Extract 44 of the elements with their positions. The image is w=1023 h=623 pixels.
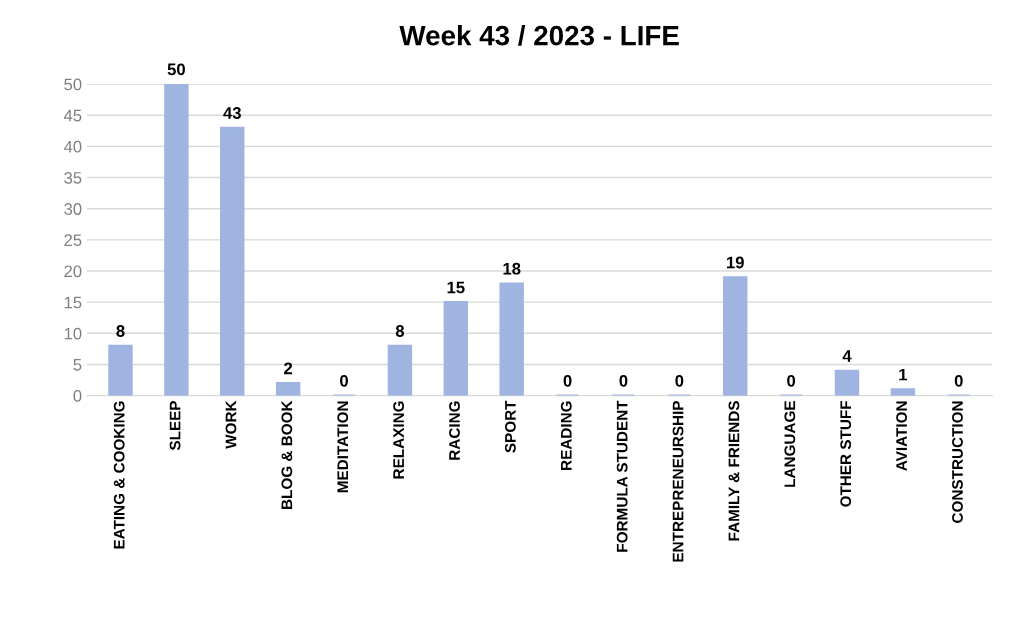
x-tick-label: READING [560, 401, 572, 470]
y-tick-label: 5 [73, 359, 82, 371]
y-tick-label: 15 [64, 296, 82, 309]
y-tick-label: 45 [63, 109, 82, 122]
data-label: 0 [340, 374, 348, 387]
x-tick-label: ENTREPRENEURSHIP [672, 400, 684, 562]
data-label: 4 [842, 350, 852, 362]
y-tick-label: 0 [73, 390, 82, 402]
x-tick-label: WORK [225, 400, 237, 449]
data-label: 2 [284, 362, 293, 375]
y-tick-label: 40 [63, 140, 82, 153]
x-tick-label: AVIATION [896, 401, 907, 471]
y-tick-label: 30 [64, 203, 82, 215]
x-tick-label: LANGUAGE [784, 401, 796, 487]
y-tick-label: 35 [64, 171, 82, 184]
y-tick-label: 20 [64, 265, 82, 278]
y-tick-label: 10 [64, 327, 82, 340]
x-tick-label: CONSTRUCTION [952, 401, 963, 523]
x-tick-label: RELAXING [393, 401, 405, 479]
x-tick-label: OTHER STUFF [840, 401, 852, 507]
y-tick-label: 25 [64, 234, 82, 247]
x-tick-label: FAMILY & FRIENDS [728, 401, 740, 541]
data-label: 43 [223, 107, 241, 119]
x-tick-label: BLOG & BOOK [281, 400, 293, 509]
y-tick-label: 50 [64, 78, 82, 91]
data-label: 8 [116, 325, 125, 337]
x-tick-label: MEDITATION [337, 401, 349, 493]
data-label: 50 [167, 63, 185, 76]
x-tick-label: SPORT [504, 400, 516, 453]
chart-title: Week 43 / 2023 - LIFE [399, 25, 679, 46]
data-label: 0 [954, 374, 963, 387]
x-tick-label: RACING [449, 401, 460, 460]
x-tick-label: EATING & COOKING [113, 401, 125, 549]
x-tick-label: SLEEP [169, 400, 181, 451]
x-tick-label: FORMULA STUDENT [616, 400, 628, 552]
data-label: 0 [619, 374, 628, 387]
data-label: 15 [447, 281, 465, 294]
data-label: 0 [563, 374, 572, 387]
data-label: 1 [899, 368, 908, 381]
data-label: 18 [503, 262, 521, 275]
data-label: 8 [395, 325, 405, 337]
data-label: 19 [727, 256, 744, 269]
data-label: 0 [787, 374, 796, 387]
data-label: 0 [675, 374, 684, 387]
